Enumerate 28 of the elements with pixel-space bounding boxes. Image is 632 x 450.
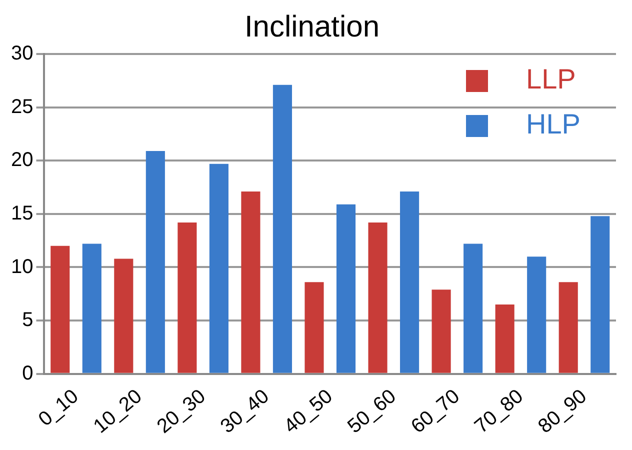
y-tick-label: 10 [10,256,34,278]
bar [304,282,324,373]
bar [114,258,134,373]
bar [558,282,578,373]
legend-label: HLP [526,108,580,140]
y-tick-label: 30 [10,42,34,65]
bar [82,244,102,373]
bar [178,222,197,373]
bar [50,246,70,373]
bar [241,192,260,373]
bar [432,290,451,373]
legend-label: LLP [526,64,576,95]
bar [590,216,610,373]
bar [527,256,546,373]
y-tick-label: 0 [22,362,34,384]
bar [464,244,483,373]
y-tick-label: 25 [10,96,34,118]
bar [336,204,356,373]
y-tick-label: 15 [10,202,34,224]
y-tick-label: 5 [22,309,34,332]
bar [495,304,514,373]
chart-title: Inclination [244,10,380,44]
bar [272,84,292,373]
bar [209,164,228,373]
bar [400,192,420,373]
y-tick-label: 20 [10,149,34,172]
bar [368,222,388,373]
bar [146,151,165,373]
